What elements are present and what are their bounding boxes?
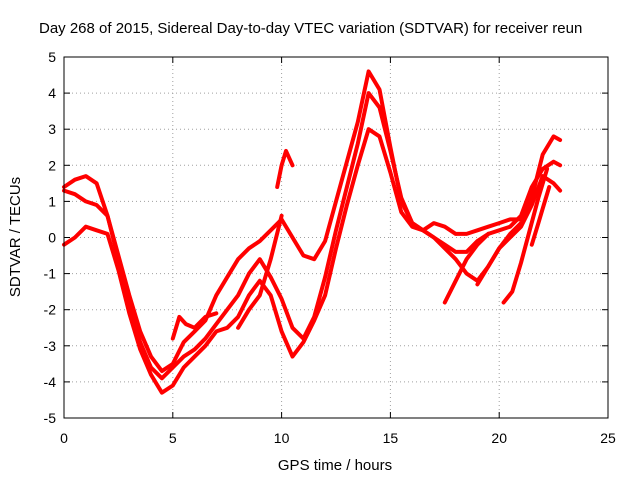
y-tick-label: -2 (44, 302, 57, 318)
y-tick-label: 3 (48, 121, 56, 137)
x-tick-label: 25 (600, 430, 616, 446)
x-tick-label: 0 (60, 430, 68, 446)
x-tick-label: 20 (491, 430, 507, 446)
series-fragment-b (275, 148, 295, 189)
y-tick-label: 0 (48, 230, 56, 246)
series-layer (62, 69, 563, 395)
series-fragment-c (236, 213, 284, 330)
x-tick-label: 5 (169, 430, 177, 446)
y-tick-label: 2 (48, 157, 56, 173)
x-tick-label: 10 (274, 430, 290, 446)
y-tick-label: -3 (44, 338, 57, 354)
y-tick-label: -5 (44, 410, 57, 426)
series-fragment-e (501, 166, 550, 305)
x-tick-label: 15 (383, 430, 399, 446)
series-fragment-g (529, 185, 552, 247)
series-fragment-f (475, 221, 523, 287)
axis-ticks: 0 5 10 15 20 25 -5 -4 -3 -2 -1 0 1 2 3 4 5 (44, 49, 616, 446)
series-fragment-a (170, 311, 219, 341)
y-tick-label: 1 (48, 193, 56, 209)
series-track-3 (62, 127, 563, 395)
y-tick-label: 4 (48, 85, 56, 101)
series-fragment-d (442, 231, 491, 305)
series-track-1 (62, 69, 563, 374)
y-tick-label: -4 (44, 374, 57, 390)
x-axis-label: GPS time / hours (278, 457, 392, 474)
y-tick-label: 5 (48, 49, 56, 65)
y-tick-label: -1 (44, 266, 57, 282)
y-axis-label: SDTVAR / TECUs (7, 177, 24, 297)
chart-title: Day 268 of 2015, Sidereal Day-to-day VTE… (39, 20, 582, 37)
